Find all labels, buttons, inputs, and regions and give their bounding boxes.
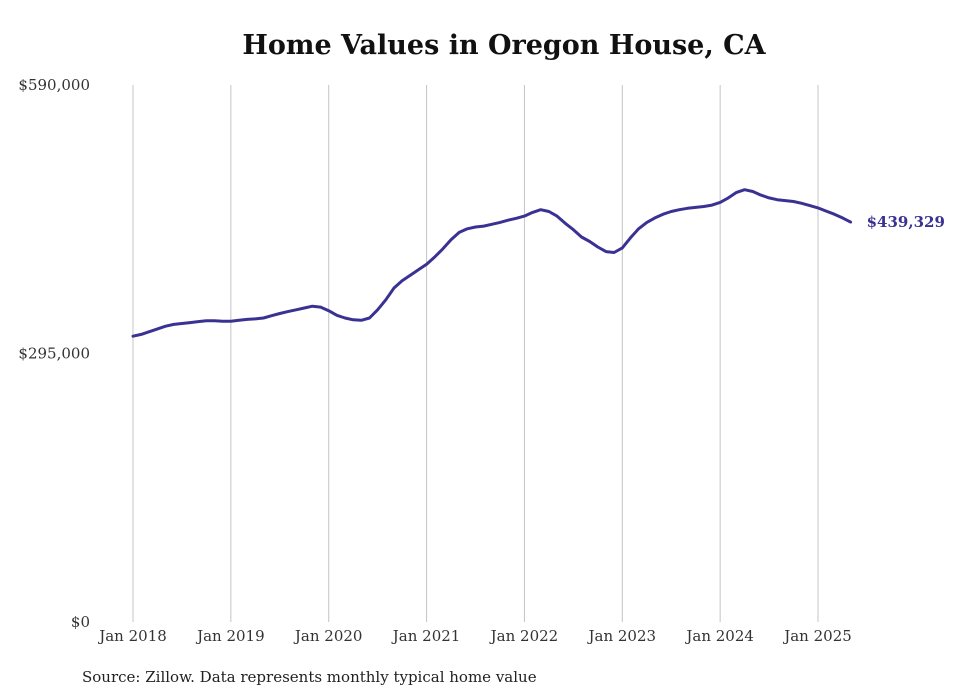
y-tick-label: $590,000 xyxy=(18,76,90,94)
end-value-label: $439,329 xyxy=(867,213,945,231)
x-axis-ticks: Jan 2018 Jan 2019 Jan 2020 Jan 2021 Jan 2022… xyxy=(97,627,852,645)
x-tick-label: Jan 2021 xyxy=(391,627,461,645)
x-tick-label: Jan 2018 xyxy=(97,627,167,645)
gridlines xyxy=(132,85,819,622)
y-tick-label: $295,000 xyxy=(18,345,90,363)
x-tick-label: Jan 2020 xyxy=(293,627,363,645)
y-axis-ticks: $0 $295,000 $590,000 xyxy=(18,76,90,631)
y-tick-label: $0 xyxy=(71,613,90,631)
x-tick-label: Jan 2019 xyxy=(195,627,265,645)
x-tick-label: Jan 2022 xyxy=(489,627,559,645)
series-layer: $439,329 xyxy=(131,188,945,338)
source-note: Source: Zillow. Data represents monthly … xyxy=(82,668,537,686)
x-tick-label: Jan 2023 xyxy=(587,627,657,645)
chart-title: Home Values in Oregon House, CA xyxy=(242,30,766,61)
x-tick-label: Jan 2025 xyxy=(782,627,852,645)
x-tick-label: Jan 2024 xyxy=(684,627,754,645)
series-line-0 xyxy=(131,188,853,338)
